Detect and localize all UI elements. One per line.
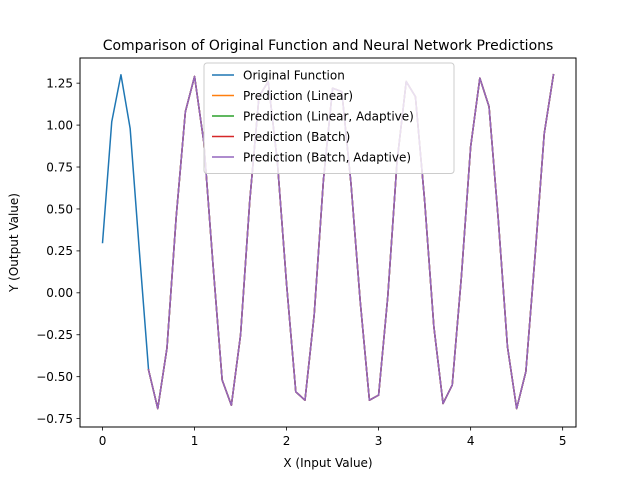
legend-box <box>203 62 455 174</box>
y-tick-label: 0.75 <box>46 160 73 174</box>
x-tick-label: 1 <box>191 434 199 448</box>
y-tick-label: −0.50 <box>36 370 73 384</box>
x-axis-label: X (Input Value) <box>283 456 372 470</box>
legend: Original Function Prediction (Linear) Pred… <box>203 62 455 174</box>
y-tick-label: 0.25 <box>46 244 73 258</box>
y-tick-label: 0.00 <box>46 286 73 300</box>
legend-label-4: Prediction (Batch, Adaptive) <box>243 150 411 164</box>
y-axis: −0.75 −0.50 −0.25 0.00 0.25 0.50 0.75 1.00 1.25 <box>36 76 80 426</box>
x-tick-label: 2 <box>283 434 291 448</box>
y-tick-label: 0.50 <box>46 202 73 216</box>
y-axis-label: Y (Output Value) <box>7 193 21 293</box>
x-tick-label: 4 <box>467 434 475 448</box>
chart-title: Comparison of Original Function and Neur… <box>103 38 554 54</box>
legend-label-3: Prediction (Batch) <box>243 130 350 144</box>
x-tick-label: 5 <box>559 434 567 448</box>
legend-label-2: Prediction (Linear, Adaptive) <box>243 109 414 123</box>
x-axis: 0 1 2 3 4 5 <box>99 427 567 448</box>
x-tick-label: 3 <box>375 434 383 448</box>
y-tick-label: 1.00 <box>46 118 73 132</box>
legend-label-0: Original Function <box>243 68 345 82</box>
series-line-4 <box>147 73 555 410</box>
y-tick-label: −0.75 <box>36 412 73 426</box>
series-layer <box>101 73 555 410</box>
x-tick-label: 0 <box>99 434 107 448</box>
y-tick-label: 1.25 <box>46 76 73 90</box>
y-tick-label: −0.25 <box>36 328 73 342</box>
legend-label-1: Prediction (Linear) <box>243 89 353 103</box>
plot-area-frame <box>79 57 577 428</box>
